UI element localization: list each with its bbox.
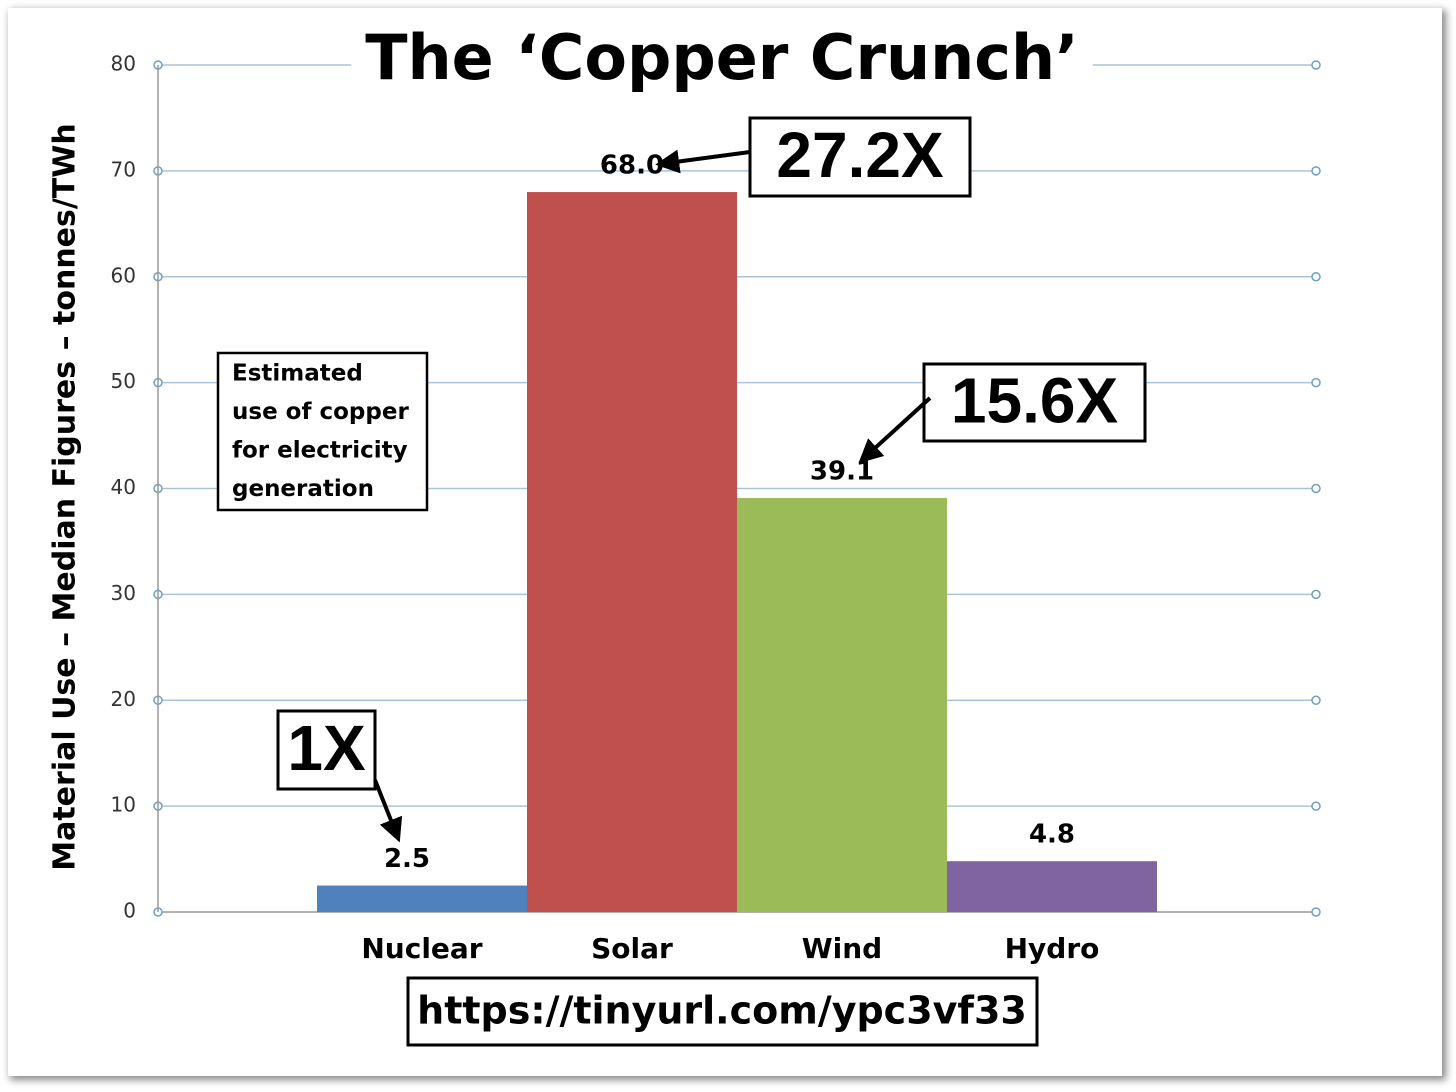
value-label: 2.5 <box>384 844 430 874</box>
note-line: Estimated <box>232 361 363 387</box>
y-tick-label: 70 <box>111 157 136 181</box>
tick-marker <box>1311 60 1321 70</box>
callout-arrow <box>655 149 751 174</box>
title-bg <box>351 21 1093 95</box>
bar <box>737 498 947 912</box>
y-tick-label: 10 <box>111 793 136 817</box>
value-label: 68.0 <box>600 151 664 181</box>
callout-arrow <box>858 396 932 464</box>
tick-marker <box>1311 272 1321 282</box>
note-line: generation <box>232 476 374 502</box>
bar <box>527 192 737 913</box>
x-tick-label: Wind <box>802 932 882 965</box>
callout-text: 1X <box>287 712 366 784</box>
tick-marker <box>1311 589 1321 600</box>
chart-title: The ‘Copper Crunch’ <box>365 21 1078 94</box>
callout-box <box>922 362 1147 443</box>
tick-marker <box>1311 907 1321 917</box>
callout-arrow <box>373 779 403 843</box>
callout-box <box>276 709 377 791</box>
tick-marker <box>1311 801 1321 811</box>
value-label: 39.1 <box>810 457 874 487</box>
tick-marker <box>1311 695 1321 705</box>
tick-marker <box>1311 166 1321 176</box>
x-tick-label: Nuclear <box>361 932 482 965</box>
bar <box>317 885 527 912</box>
y-tick-label: 40 <box>111 475 136 499</box>
note-box <box>216 351 429 512</box>
callout-text: 27.2X <box>776 119 944 191</box>
y-tick-label: 0 <box>123 899 136 923</box>
callout-box <box>748 116 972 198</box>
value-label: 4.8 <box>1029 820 1075 850</box>
note-line: for electricity <box>232 438 408 464</box>
note-line: use of copper <box>232 399 409 425</box>
source-box <box>406 976 1039 1047</box>
source-url: https://tinyurl.com/ypc3vf33 <box>417 989 1027 1033</box>
y-tick-label: 20 <box>111 687 136 711</box>
y-tick-label: 80 <box>111 52 136 76</box>
y-tick-label: 50 <box>111 369 136 393</box>
bar <box>947 861 1157 912</box>
y-tick-label: 30 <box>111 581 136 605</box>
y-axis-label: Material Use – Median Figures – tonnes/T… <box>48 123 83 871</box>
x-tick-label: Solar <box>591 932 673 965</box>
tick-marker <box>1311 483 1321 494</box>
callout-text: 15.6X <box>951 364 1119 436</box>
tick-marker <box>1311 377 1321 388</box>
x-tick-label: Hydro <box>1005 932 1100 965</box>
y-tick-label: 60 <box>111 263 136 287</box>
